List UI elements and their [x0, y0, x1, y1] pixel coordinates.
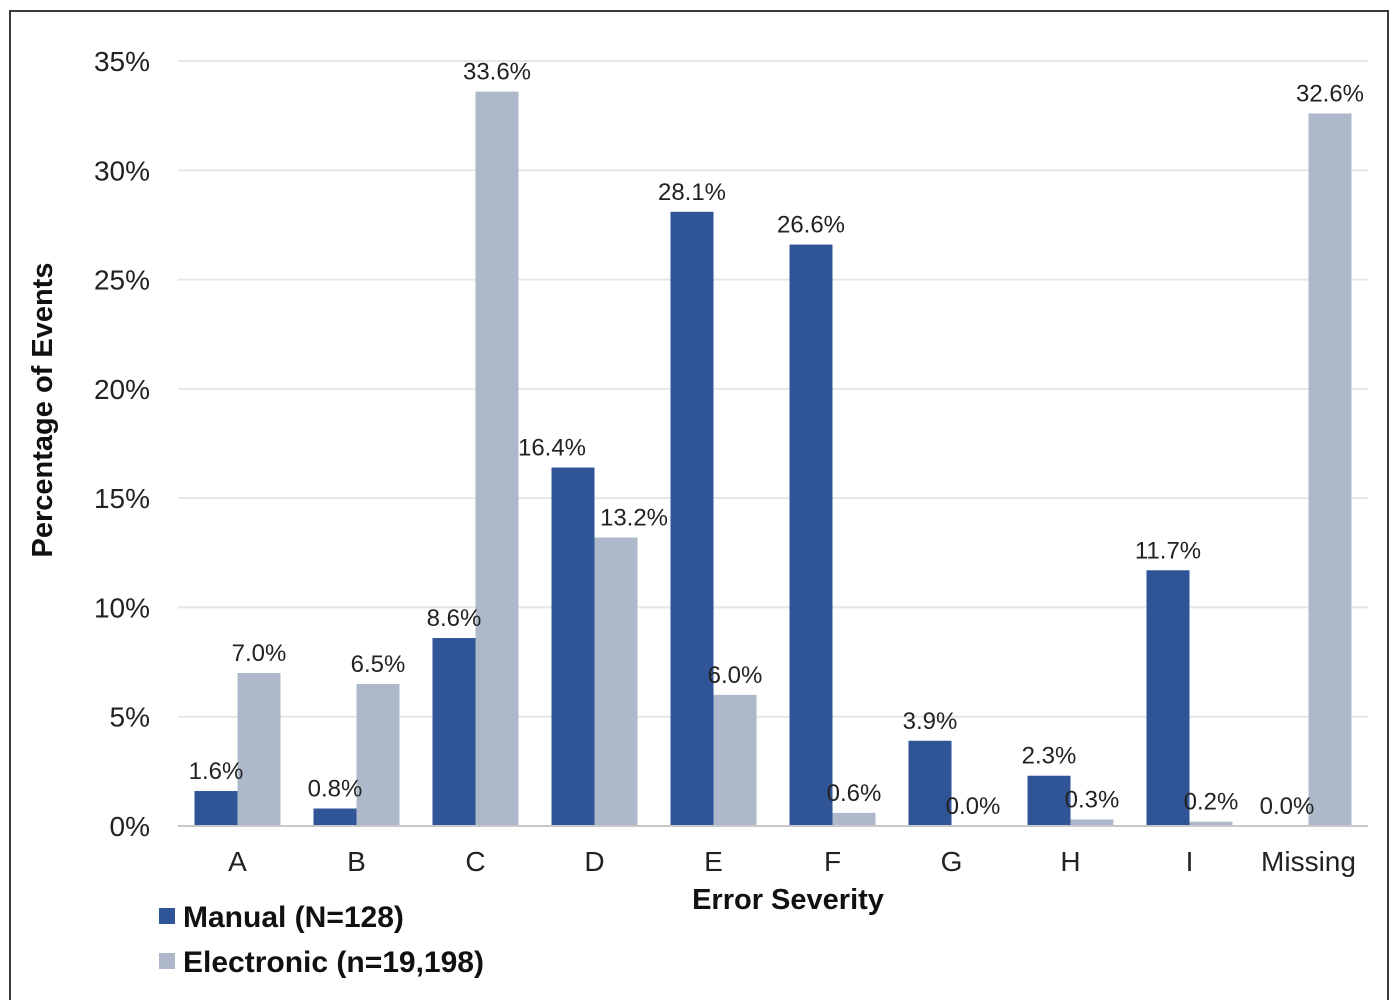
bar-manual-b [313, 808, 357, 826]
x-tick-label: H [1060, 846, 1080, 877]
bar-electronic-i [1189, 821, 1233, 826]
legend-label-manual: Manual (N=128) [183, 901, 404, 934]
bar-manual-c [432, 638, 476, 826]
y-tick-label: 35% [94, 46, 150, 77]
y-axis-title: Percentage of Events [27, 263, 59, 558]
x-axis-ticks: A B C D E F G H I Missing [228, 846, 1356, 877]
bar-manual-f [789, 244, 833, 827]
x-tick-label: Missing [1261, 846, 1356, 877]
bars [194, 91, 1352, 827]
bar-manual-h [1027, 775, 1071, 826]
legend-swatch-electronic [159, 953, 175, 969]
x-tick-label: E [704, 846, 723, 877]
bar-electronic-d [594, 537, 638, 826]
bar-manual-e [670, 211, 714, 827]
bar-electronic-a [237, 673, 281, 826]
data-label-manual-g: 3.9% [903, 708, 958, 735]
data-label-electronic-e: 6.0% [708, 662, 763, 689]
bar-manual-a [194, 791, 238, 826]
data-label-manual-b: 0.8% [308, 776, 363, 803]
x-tick-label: D [584, 846, 604, 877]
y-tick-label: 10% [94, 592, 150, 623]
data-label-manual-missing: 0.0% [1260, 793, 1315, 820]
y-tick-label: 20% [94, 374, 150, 405]
bar-manual-i [1146, 570, 1190, 826]
y-tick-label: 0% [110, 811, 150, 842]
data-label-electronic-d: 13.2% [600, 504, 668, 531]
y-tick-label: 25% [94, 265, 150, 296]
y-tick-label: 5% [110, 702, 150, 733]
bar-manual-g [908, 740, 952, 826]
data-label-manual-a: 1.6% [189, 758, 244, 785]
x-axis-title: Error Severity [692, 884, 884, 916]
data-label-manual-h: 2.3% [1022, 743, 1077, 770]
bar-electronic-f [832, 812, 876, 826]
y-tick-label: 30% [94, 155, 150, 186]
data-label-electronic-h: 0.3% [1065, 786, 1120, 813]
legend-label-electronic: Electronic (n=19,198) [183, 946, 484, 979]
data-labels: 1.6% 7.0% 0.8% 6.5% 8.6% 33.6% 16.4% 13.2% 28.1%… [189, 59, 1364, 820]
bar-electronic-h [1070, 819, 1114, 826]
x-tick-label: F [824, 846, 841, 877]
bar-electronic-missing [1308, 113, 1352, 826]
data-label-manual-i: 11.7% [1135, 537, 1201, 564]
data-label-electronic-missing: 32.6% [1296, 80, 1364, 107]
data-label-electronic-a: 7.0% [232, 640, 287, 667]
x-tick-label: A [228, 846, 247, 877]
legend: Manual (N=128) Electronic (n=19,198) [159, 901, 484, 979]
x-tick-label: I [1186, 846, 1194, 877]
data-label-electronic-g: 0.0% [946, 793, 1001, 820]
bar-electronic-b [356, 683, 400, 826]
data-label-manual-d: 16.4% [518, 435, 586, 462]
bar-electronic-c [475, 91, 519, 827]
data-label-electronic-i: 0.2% [1184, 789, 1239, 816]
data-label-manual-e: 28.1% [658, 179, 726, 206]
bar-manual-d [551, 467, 595, 826]
x-tick-label: B [347, 846, 366, 877]
x-tick-label: C [465, 846, 485, 877]
x-tick-label: G [941, 846, 963, 877]
legend-swatch-manual [159, 908, 175, 924]
y-tick-label: 15% [94, 483, 150, 514]
y-axis-ticks: 0% 5% 10% 15% 20% 25% 30% 35% [94, 46, 150, 842]
data-label-electronic-f: 0.6% [827, 780, 882, 807]
data-label-electronic-c: 33.6% [463, 59, 531, 86]
data-label-manual-c: 8.6% [427, 605, 482, 632]
data-label-electronic-b: 6.5% [351, 651, 406, 678]
data-label-manual-f: 26.6% [777, 212, 845, 239]
bar-electronic-e [713, 694, 757, 826]
